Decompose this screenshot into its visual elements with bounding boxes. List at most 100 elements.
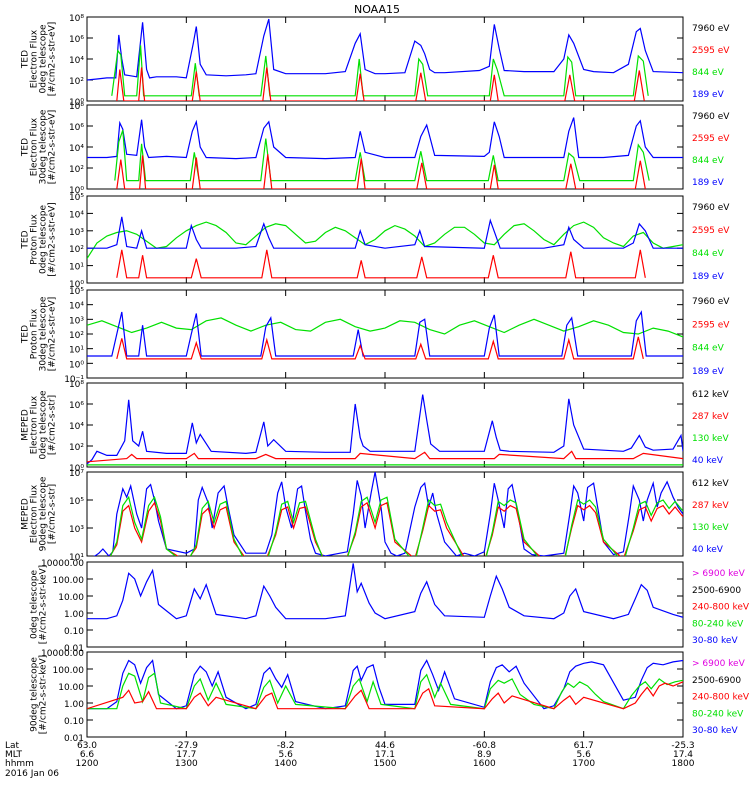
legend-entry: 30-80 keV [692,726,738,736]
legend-entry: 189 eV [692,367,725,377]
axis-row-value: -8.2 [277,741,295,751]
panel-2: 10⁸ 10⁶ 10⁴ 10² 10⁰ TEDElectron Flux30deg tel… [21,102,731,196]
series-group [87,394,683,466]
legend-entry: 40 keV [692,456,724,466]
series-844-eV [87,221,683,259]
axis-row-label: hhmm [5,759,34,769]
series-80-240-keV [87,672,683,710]
series-group [87,659,683,710]
axis-row-value: -25.3 [671,741,694,751]
y-tick-label: 10⁰ [69,186,84,196]
y-tick-label: 10³ [69,316,84,326]
legend-entry: 130 keV [692,434,729,444]
panel-frame [86,104,684,190]
panel-frame [86,289,684,379]
panel-frame [86,16,684,102]
y-tick-label: 10² [69,331,84,341]
series-30-80-keV [87,659,683,710]
y-axis-label: MEPEDElectron Flux90deg telescope[#/cm2-… [21,476,58,551]
axis-row-value: 5.6 [279,750,294,760]
legend-entry: 80-240 keV [692,709,744,719]
series-30-80-keV [87,563,683,620]
y-axis-label: TEDProton Flux30deg telescope[#/cm2-s-st… [21,296,58,371]
series-189-eV [87,117,683,160]
axis-row-value: 61.7 [574,741,594,751]
legend-entry: 2595 eV [692,134,730,144]
panel-7: 10000.00 100.00 10.00 1.00 0.10 0.01 0deg tele… [30,559,750,654]
panel-6: 10⁷ 10⁵ 10³ 10¹ MEPEDElectron Flux90deg tele… [21,469,730,563]
legend-entry: 189 eV [692,178,725,188]
legend-entry: 2595 eV [692,226,730,236]
legend-entry: 844 eV [692,344,725,354]
legend-entry: > 6900 keV [692,569,746,579]
legend-entry: 7960 eV [692,203,730,213]
legend-entry: 2595 eV [692,46,730,56]
panel-8: 10000.00 100.00 10.00 1.00 0.10 0.01 90deg tel… [30,649,750,744]
legend-entry: 2595 eV [692,320,730,330]
y-tick-label: 10⁵ [69,193,84,203]
legend-entry: 240-800 keV [692,603,750,613]
series-group [87,216,683,279]
series-40-keV [87,394,683,465]
y-tick-label: 10000.00 [41,649,84,659]
y-tick-label: 10.00 [58,593,84,603]
axis-row-value: 44.6 [375,741,395,751]
chart-title: NOAA15 [354,3,400,16]
axis-row-value: -60.8 [473,741,497,751]
axis-row-value: 1400 [274,759,297,769]
y-tick-label: 10¹ [69,263,84,273]
axis-row-value: 1700 [572,759,595,769]
axis-row-value: 1800 [672,759,695,769]
series-189-eV [87,216,683,249]
series-2595-eV [116,67,645,101]
axis-row-value: 5.6 [577,750,592,760]
y-tick-label: 10.00 [58,683,84,693]
legend-entry: 844 eV [692,68,725,78]
legend-entry: 7960 eV [692,112,730,122]
legend-entry: 7960 eV [692,24,730,34]
axis-row-label: Lat [5,741,20,751]
panel-frame [86,195,684,284]
y-tick-label: 10⁰ [69,98,84,108]
y-tick-label: 10⁰ [69,360,84,370]
y-tick-label: 10² [69,77,84,87]
series-2595-eV [116,154,646,189]
y-tick-label: 10⁴ [69,144,84,154]
series-189-eV [87,310,683,357]
panel-1: 10⁸ 10⁶ 10⁴ 10² 10⁰ TEDElectron Flux0deg tele… [21,14,731,108]
y-tick-label: 0.10 [64,717,84,727]
series-189-eV [87,18,683,81]
axis-row-value: 6.6 [80,750,95,760]
axis-row-value: 17.4 [673,750,693,760]
y-tick-label: 10⁶ [69,35,84,45]
y-tick-label: 1.00 [64,700,84,710]
axis-row-value: 1500 [374,759,397,769]
panel-frame [86,382,684,468]
legend-entry: 844 eV [692,249,725,259]
panel-frame [86,651,684,738]
y-tick-label: 10² [69,443,84,453]
panel-4: 10⁵ 10⁴ 10³ 10² 10¹ 10⁰ 10⁻¹ TEDProton Flux30de… [21,287,731,385]
legend-entry: > 6900 keV [692,659,746,669]
series-group [87,18,683,101]
series-40-keV [93,472,683,556]
y-axis-label: 90deg telescope[#/cm2-s-str-keV] [30,655,49,734]
y-tick-label: 10⁴ [69,302,84,312]
y-tick-label: 10² [69,165,84,175]
y-tick-label: 10⁶ [69,123,84,133]
y-tick-label: 10¹ [69,346,84,356]
legend-entry: 287 keV [692,412,729,422]
y-tick-label: 10¹ [69,553,84,563]
y-axis-label: TEDElectron Flux30deg telescope[#/cm2-s-… [21,109,58,184]
y-tick-label: 10⁸ [69,102,84,112]
legend-entry: 7960 eV [692,297,730,307]
y-axis-label: TEDElectron Flux0deg telescope[#/cm2-s-s… [21,22,58,97]
legend-entry: 30-80 keV [692,636,738,646]
axis-row-value: -27.9 [175,741,199,751]
y-tick-label: 10⁵ [69,497,84,507]
legend-entry: 612 keV [692,390,729,400]
series-2595-eV [116,336,644,360]
legend-entry: 130 keV [692,523,729,533]
axis-row-value: 1300 [175,759,198,769]
y-tick-label: 10⁰ [69,464,84,474]
